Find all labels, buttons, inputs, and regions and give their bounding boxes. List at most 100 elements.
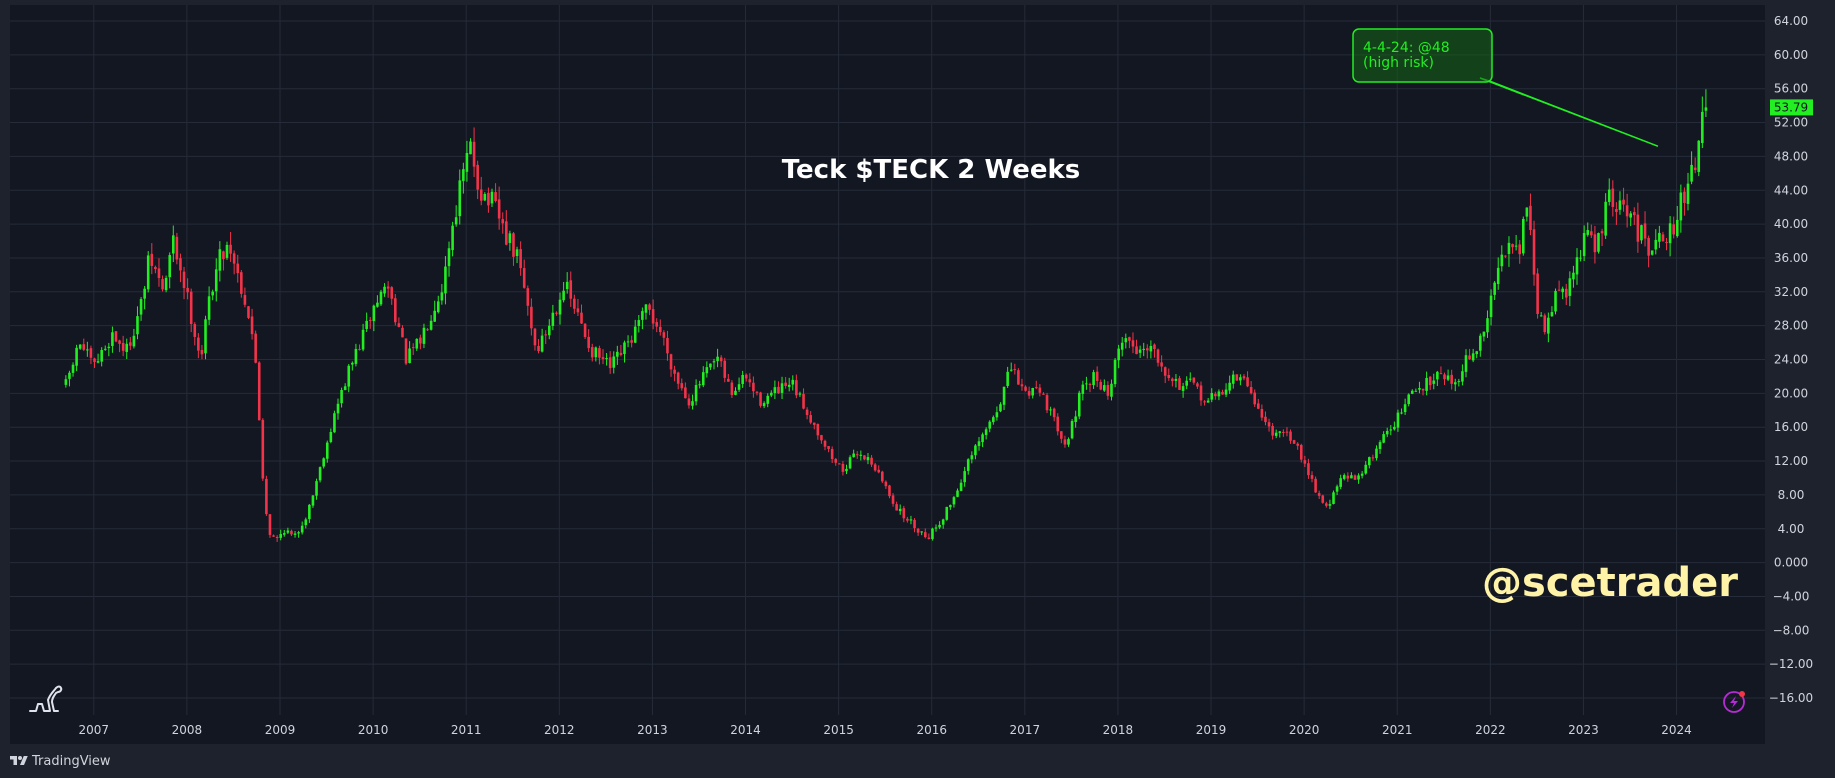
candle-body [1658, 232, 1661, 242]
candle-body [1292, 440, 1296, 444]
annotation-callout[interactable]: 4-4-24: @48 (high risk) [1352, 28, 1659, 147]
candle-body [444, 266, 447, 294]
candle-body [863, 455, 866, 460]
y-tick-label: 16.00 [1774, 420, 1808, 434]
candle-body [379, 291, 383, 305]
y-tick-label: 8.00 [1778, 488, 1805, 502]
candle-body [1618, 200, 1622, 210]
candle-body [383, 286, 386, 294]
candle-body [1489, 295, 1493, 318]
candle-body [64, 379, 68, 385]
candle-body [1006, 371, 1009, 386]
candle-body [730, 382, 734, 396]
candle-body [1446, 375, 1450, 380]
candle-body [1675, 219, 1679, 237]
candle-body [1282, 431, 1285, 433]
candle-body [1572, 272, 1575, 280]
candle-body [1067, 439, 1070, 445]
candle-body [1665, 242, 1668, 244]
candle-body [1335, 486, 1339, 492]
candle-body [89, 348, 93, 358]
lightning-icon-dot [1739, 691, 1745, 697]
candle-body [1085, 383, 1088, 385]
x-axis[interactable]: 2007 2008 2009 2010 2011 2012 2013 2014 2015 2016… [79, 723, 1692, 737]
candle-body [1013, 369, 1017, 371]
candle-body [118, 340, 121, 344]
candle-body [992, 417, 995, 423]
candle-body [401, 327, 404, 338]
candle-body [1554, 290, 1557, 312]
candle-body [1511, 244, 1514, 248]
candle-body [282, 533, 286, 535]
candle-body [175, 236, 179, 260]
y-tick-label: 24.00 [1774, 353, 1808, 367]
candle-body [1557, 289, 1561, 291]
candle-body [501, 219, 505, 224]
x-tick-label: 2014 [730, 723, 761, 737]
dinosaur-icon[interactable] [29, 685, 63, 712]
last-price-badge-bg [1770, 99, 1813, 116]
candle-body [680, 383, 684, 389]
y-tick-label: 4.00 [1778, 522, 1805, 536]
candle-body [1142, 348, 1146, 350]
candle-body [189, 291, 193, 325]
candle-body [1575, 257, 1579, 275]
candle-body [1493, 282, 1496, 295]
candle-body [318, 467, 322, 481]
candle-body [705, 367, 709, 374]
candle-body [945, 506, 949, 520]
candle-body [820, 435, 823, 441]
candle-body [616, 351, 619, 357]
candle-body [1622, 199, 1625, 205]
candle-body [1174, 378, 1178, 381]
candle-body [1120, 342, 1124, 350]
candle-body [1504, 255, 1507, 257]
candle-body [1264, 416, 1267, 423]
candle-body [368, 319, 372, 321]
price-chart[interactable]: 64.00 60.00 56.00 52.00 48.00 44.00 40.00 36.00… [0, 0, 1835, 744]
y-tick-label: 28.00 [1774, 319, 1808, 333]
candle-body [1482, 331, 1486, 337]
candle-body [533, 328, 537, 346]
candle-body [791, 379, 795, 385]
candle-body [1518, 244, 1522, 255]
candle-body [1378, 442, 1382, 449]
candle-body [1529, 205, 1532, 230]
candle-body [1289, 431, 1292, 441]
candle-body [1138, 349, 1142, 353]
candle-body [1274, 432, 1278, 436]
candle-body [179, 258, 182, 271]
candle-body [744, 374, 748, 379]
candle-body [1339, 478, 1342, 487]
candle-body [769, 392, 773, 396]
candle-body [913, 519, 916, 529]
candle-body [265, 478, 268, 515]
candle-body [1375, 448, 1378, 459]
candle-body [1321, 495, 1325, 503]
candle-body [1221, 391, 1224, 395]
candle-body [1371, 457, 1375, 459]
y-tick-label: 40.00 [1774, 217, 1808, 231]
candle-body [1611, 188, 1615, 207]
candle-body [161, 279, 164, 290]
candle-body [1278, 431, 1282, 433]
candle-body [311, 495, 315, 506]
y-tick-label: 44.00 [1774, 183, 1808, 197]
candle-body [1045, 395, 1049, 411]
candle-body [544, 334, 548, 336]
lightning-icon[interactable] [1723, 691, 1745, 713]
candle-body [920, 531, 923, 533]
y-tick-label: 52.00 [1774, 116, 1808, 130]
x-tick-label: 2018 [1103, 723, 1134, 737]
candle-body [1110, 383, 1113, 397]
candle-body [838, 463, 841, 465]
tradingview-brand[interactable]: TradingView [10, 754, 111, 769]
y-axis[interactable]: 64.00 60.00 56.00 52.00 48.00 44.00 40.00 36.00… [1769, 14, 1813, 705]
candle-body [1199, 385, 1203, 401]
candle-body [143, 288, 146, 299]
candle-body [881, 471, 884, 482]
x-tick-label: 2019 [1196, 723, 1227, 737]
candle-body [608, 357, 612, 369]
candle-body [1539, 315, 1543, 317]
candle-body [1228, 382, 1231, 391]
